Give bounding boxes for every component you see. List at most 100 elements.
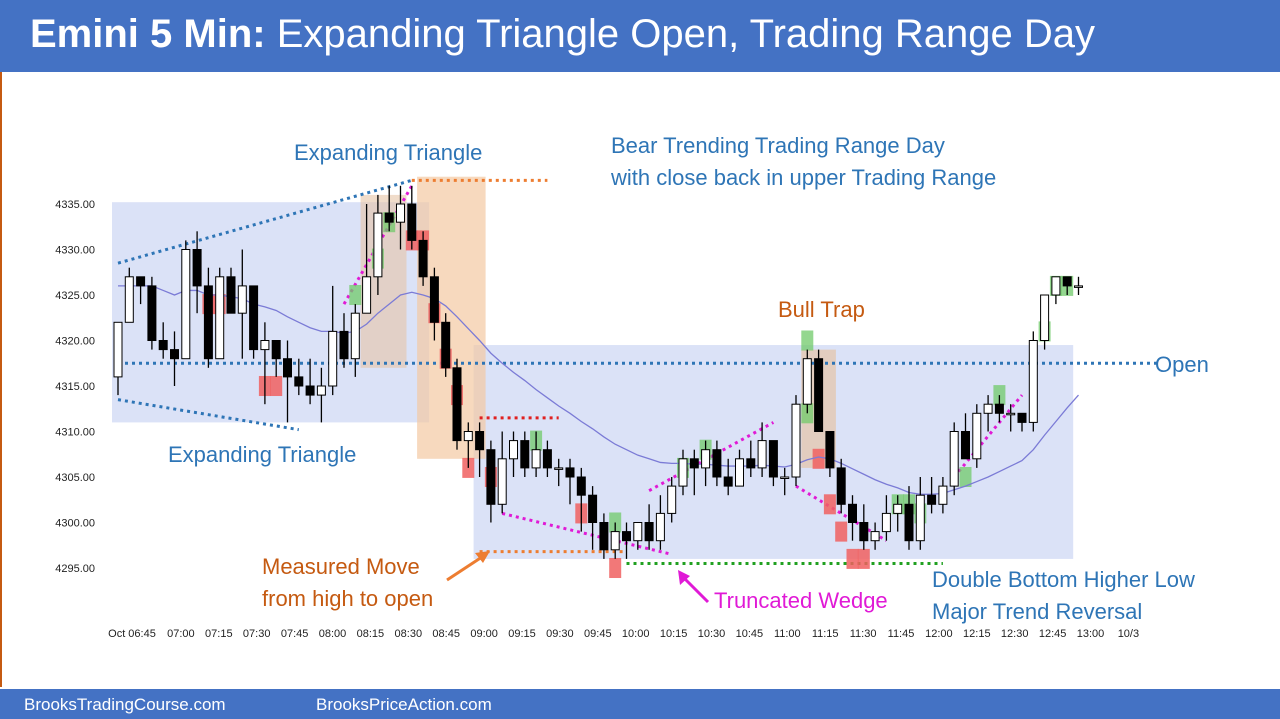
bull-signal-box xyxy=(349,284,362,306)
candle-body xyxy=(712,449,722,478)
candle-body xyxy=(667,485,677,514)
candle-body xyxy=(780,476,790,479)
candle-body xyxy=(768,440,778,478)
y-tick-label: 4330.00 xyxy=(55,245,95,257)
candle-body xyxy=(203,285,213,360)
bear-signal-box xyxy=(609,557,622,579)
y-tick-label: 4305.00 xyxy=(55,472,95,484)
candle-body xyxy=(599,522,609,551)
x-tick-label: 12:45 xyxy=(1039,628,1067,640)
candle-body xyxy=(407,203,417,241)
candle-body xyxy=(463,431,473,442)
x-tick-label: 08:30 xyxy=(395,628,423,640)
page-title: Emini 5 Min: Expanding Triangle Open, Tr… xyxy=(30,12,1095,57)
bear-signal-box xyxy=(462,457,475,478)
bear-signal-box xyxy=(857,548,870,569)
candle-body xyxy=(881,512,891,533)
x-tick-label: 12:00 xyxy=(925,628,953,640)
bear-signal-box xyxy=(846,548,859,569)
candle-body xyxy=(520,440,530,469)
candle-body xyxy=(339,330,349,360)
x-tick-label: 07:45 xyxy=(281,628,309,640)
candle-body xyxy=(622,531,631,542)
x-tick-label: 11:30 xyxy=(850,628,877,640)
y-tick-label: 4300.00 xyxy=(55,518,95,530)
candle-body xyxy=(915,494,925,542)
x-tick-label: 13:00 xyxy=(1077,628,1105,640)
candle-body xyxy=(350,312,360,360)
candle-body xyxy=(757,440,767,469)
bear-signal-box xyxy=(823,494,836,515)
candle-body xyxy=(644,522,654,542)
y-tick-label: 4325.00 xyxy=(55,290,95,302)
x-tick-label: 11:45 xyxy=(888,628,915,640)
annotation-expanding-triangle-top: Expanding Triangle xyxy=(294,140,483,165)
ema-line xyxy=(118,285,1079,495)
x-tick-label: 08:00 xyxy=(319,628,347,640)
candle-body xyxy=(181,249,191,360)
candle-body xyxy=(870,531,880,542)
candle-body xyxy=(283,358,292,378)
candle-body xyxy=(893,503,903,514)
y-tick-label: 4295.00 xyxy=(55,563,95,575)
candle-body xyxy=(723,476,733,487)
candle-body xyxy=(542,449,552,469)
x-tick-label: 08:45 xyxy=(432,628,460,640)
y-tick-label: 4315.00 xyxy=(55,381,95,393)
candle-body xyxy=(927,494,937,505)
footer-bar: BrooksTradingCourse.com BrooksPriceActio… xyxy=(0,689,1280,719)
left-border xyxy=(0,72,2,687)
candle-body xyxy=(701,449,711,469)
candle-body xyxy=(689,458,699,469)
candle-body xyxy=(746,458,756,469)
candle-body xyxy=(825,431,835,469)
candle-body xyxy=(983,403,993,414)
measured-move-arrow xyxy=(446,553,486,582)
candle-body xyxy=(362,276,372,314)
annotation-measured-move-2: from high to open xyxy=(262,586,434,611)
candle-body xyxy=(802,358,812,405)
x-tick-label: 07:30 xyxy=(243,628,271,640)
candle-body xyxy=(124,276,134,323)
annotation-open: Open xyxy=(1155,352,1209,377)
triangle-upper-line xyxy=(117,178,413,265)
candle-body xyxy=(949,431,959,487)
y-tick-label: 4320.00 xyxy=(55,336,95,348)
footer-right-site: BrooksPriceAction.com xyxy=(316,695,492,714)
candle-body xyxy=(588,494,598,524)
candle-body xyxy=(509,440,518,460)
candle-body xyxy=(441,321,451,369)
candle-body xyxy=(226,276,236,314)
x-tick-label: 11:15 xyxy=(812,628,839,640)
candle-body xyxy=(904,503,914,542)
candle-body xyxy=(848,503,857,523)
x-tick-label: 07:00 xyxy=(167,628,195,640)
candle-body xyxy=(961,431,970,460)
annotation-measured-move-1: Measured Move xyxy=(262,554,420,579)
candle-body xyxy=(972,412,982,460)
candle-body xyxy=(136,276,146,287)
candle-body xyxy=(576,476,586,496)
candle-body xyxy=(294,376,304,387)
annotation-double-bottom-2: Major Trend Reversal xyxy=(932,599,1143,624)
candle-body xyxy=(396,203,405,223)
candle-body xyxy=(305,385,315,396)
wedge-lower-line xyxy=(501,511,673,556)
footer-left-site: BrooksTradingCourse.com xyxy=(24,695,226,714)
wedge-arrow xyxy=(681,575,710,604)
candle-body xyxy=(678,458,688,487)
candle-body xyxy=(554,467,564,470)
title-bar: Emini 5 Min: Expanding Triangle Open, Tr… xyxy=(0,0,1280,72)
measured-move-arrowhead xyxy=(475,551,490,563)
candle-body xyxy=(610,531,620,551)
x-tick-label: 10/3 xyxy=(1118,628,1139,640)
candle-body xyxy=(859,522,869,542)
candle-body xyxy=(249,285,259,351)
candle-body xyxy=(260,340,270,351)
candle-body xyxy=(452,367,462,442)
candle-body xyxy=(237,285,247,314)
candle-body xyxy=(271,340,281,360)
x-tick-label: 12:30 xyxy=(1001,628,1029,640)
bull-signal-box xyxy=(959,466,972,488)
candle-body xyxy=(938,485,948,505)
